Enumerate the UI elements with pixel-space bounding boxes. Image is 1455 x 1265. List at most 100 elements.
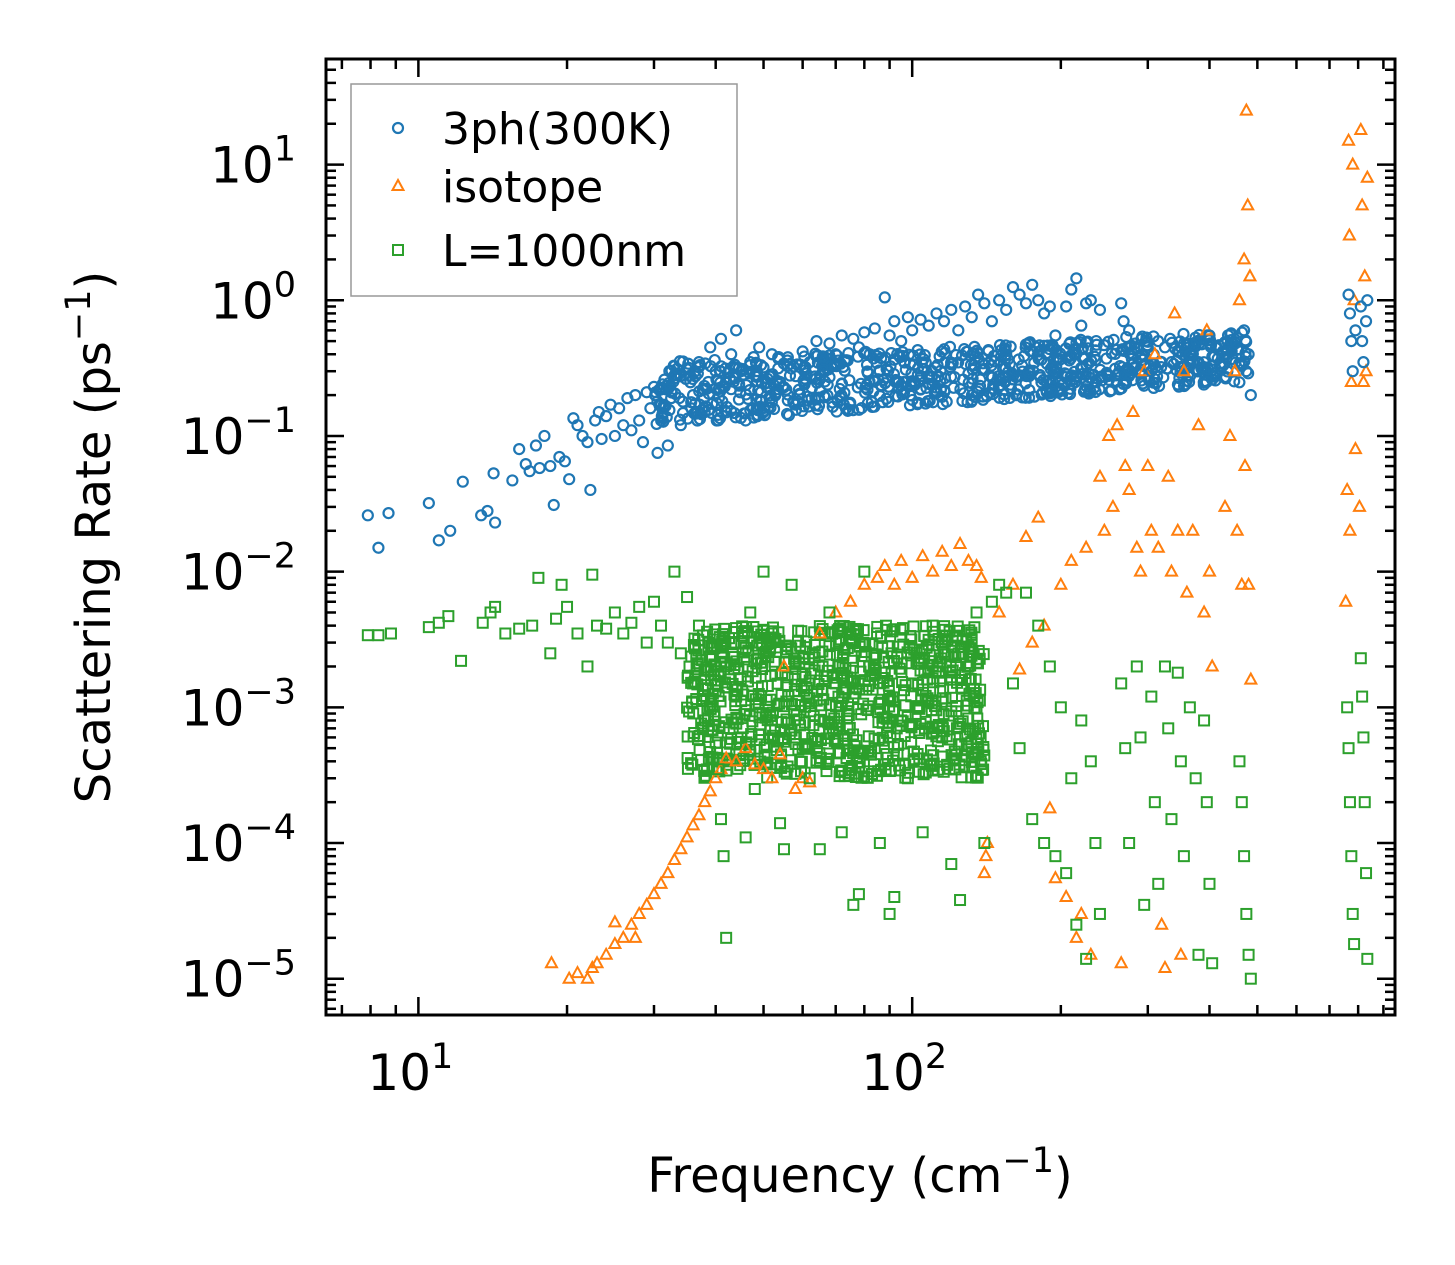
data-point <box>674 419 687 432</box>
data-point <box>738 740 753 754</box>
data-point <box>1018 528 1034 542</box>
data-point <box>1158 341 1172 354</box>
data-point <box>361 509 374 522</box>
data-point <box>829 348 842 361</box>
data-point <box>780 713 793 726</box>
data-point <box>925 759 938 772</box>
data-point <box>744 404 757 417</box>
data-point <box>962 712 975 725</box>
y-tick-label: 10−5 <box>181 944 296 1009</box>
data-point <box>752 728 765 741</box>
data-point <box>993 578 1006 591</box>
data-point <box>629 389 642 402</box>
data-point <box>978 297 991 310</box>
data-point <box>843 593 858 607</box>
data-point <box>1064 349 1077 362</box>
data-point <box>945 858 958 871</box>
data-point <box>1005 576 1021 590</box>
data-point <box>1042 800 1058 814</box>
data-point <box>1026 813 1039 826</box>
data-point <box>857 636 870 649</box>
data-point <box>698 714 711 727</box>
data-point <box>1012 383 1025 396</box>
data-point <box>529 439 543 452</box>
data-point <box>882 380 895 393</box>
data-point <box>880 748 893 761</box>
data-point <box>717 850 730 863</box>
data-point <box>547 498 560 512</box>
data-point <box>901 710 914 723</box>
series-3ph-300k- <box>361 272 1374 554</box>
data-point <box>1343 307 1357 320</box>
data-point <box>868 322 881 335</box>
data-point <box>1079 336 1093 349</box>
data-point <box>1123 324 1136 337</box>
data-point <box>1013 742 1026 755</box>
data-point <box>456 475 469 488</box>
data-point <box>650 417 663 431</box>
data-point <box>1346 365 1359 378</box>
data-point <box>1240 365 1253 378</box>
data-point <box>1068 373 1081 386</box>
data-point <box>1183 348 1196 361</box>
data-point <box>781 359 794 373</box>
data-point <box>1118 457 1133 472</box>
data-point <box>372 629 385 642</box>
data-point <box>752 652 765 665</box>
data-point <box>692 356 706 369</box>
data-point <box>901 311 914 324</box>
data-point <box>1179 378 1192 391</box>
data-point <box>774 817 787 830</box>
data-point <box>739 414 752 427</box>
data-point <box>1070 272 1083 285</box>
data-point <box>1093 303 1107 316</box>
data-point <box>1357 356 1370 369</box>
data-point <box>851 755 864 768</box>
data-point <box>739 388 753 401</box>
data-point <box>699 679 712 692</box>
data-point <box>852 888 865 901</box>
data-point <box>668 565 681 578</box>
data-point <box>841 354 854 367</box>
data-point <box>878 291 891 304</box>
data-point <box>1361 952 1374 965</box>
data-point <box>644 402 657 415</box>
data-point <box>799 670 812 683</box>
data-point <box>895 335 908 348</box>
data-point <box>951 620 964 633</box>
data-point <box>1195 363 1208 376</box>
data-point <box>816 350 829 363</box>
data-point <box>657 415 670 428</box>
data-point <box>1000 303 1013 316</box>
data-point <box>944 557 959 572</box>
data-point <box>828 359 841 373</box>
data-point <box>581 436 594 449</box>
legend-marker-triangle-icon <box>390 177 406 191</box>
data-point <box>571 419 584 432</box>
data-point <box>1115 677 1128 690</box>
data-point <box>985 371 998 384</box>
data-point <box>720 660 733 673</box>
data-point <box>1192 356 1205 369</box>
data-point <box>755 628 768 641</box>
data-point <box>940 629 953 642</box>
data-point <box>863 348 876 361</box>
data-point <box>945 691 958 704</box>
data-point <box>753 631 766 644</box>
data-point <box>945 358 958 371</box>
data-point <box>1094 363 1107 376</box>
data-point <box>837 620 850 633</box>
data-point <box>1345 156 1360 170</box>
data-point <box>1013 288 1026 301</box>
data-point <box>747 621 760 634</box>
data-point <box>858 326 871 339</box>
data-point <box>728 753 744 767</box>
data-point <box>788 685 801 698</box>
data-point <box>633 414 646 427</box>
data-point <box>679 829 695 843</box>
data-point <box>1185 522 1200 536</box>
data-point <box>658 373 671 386</box>
data-point <box>1154 916 1169 930</box>
legend-label: L=1000nm <box>442 226 686 277</box>
data-point <box>676 395 690 408</box>
